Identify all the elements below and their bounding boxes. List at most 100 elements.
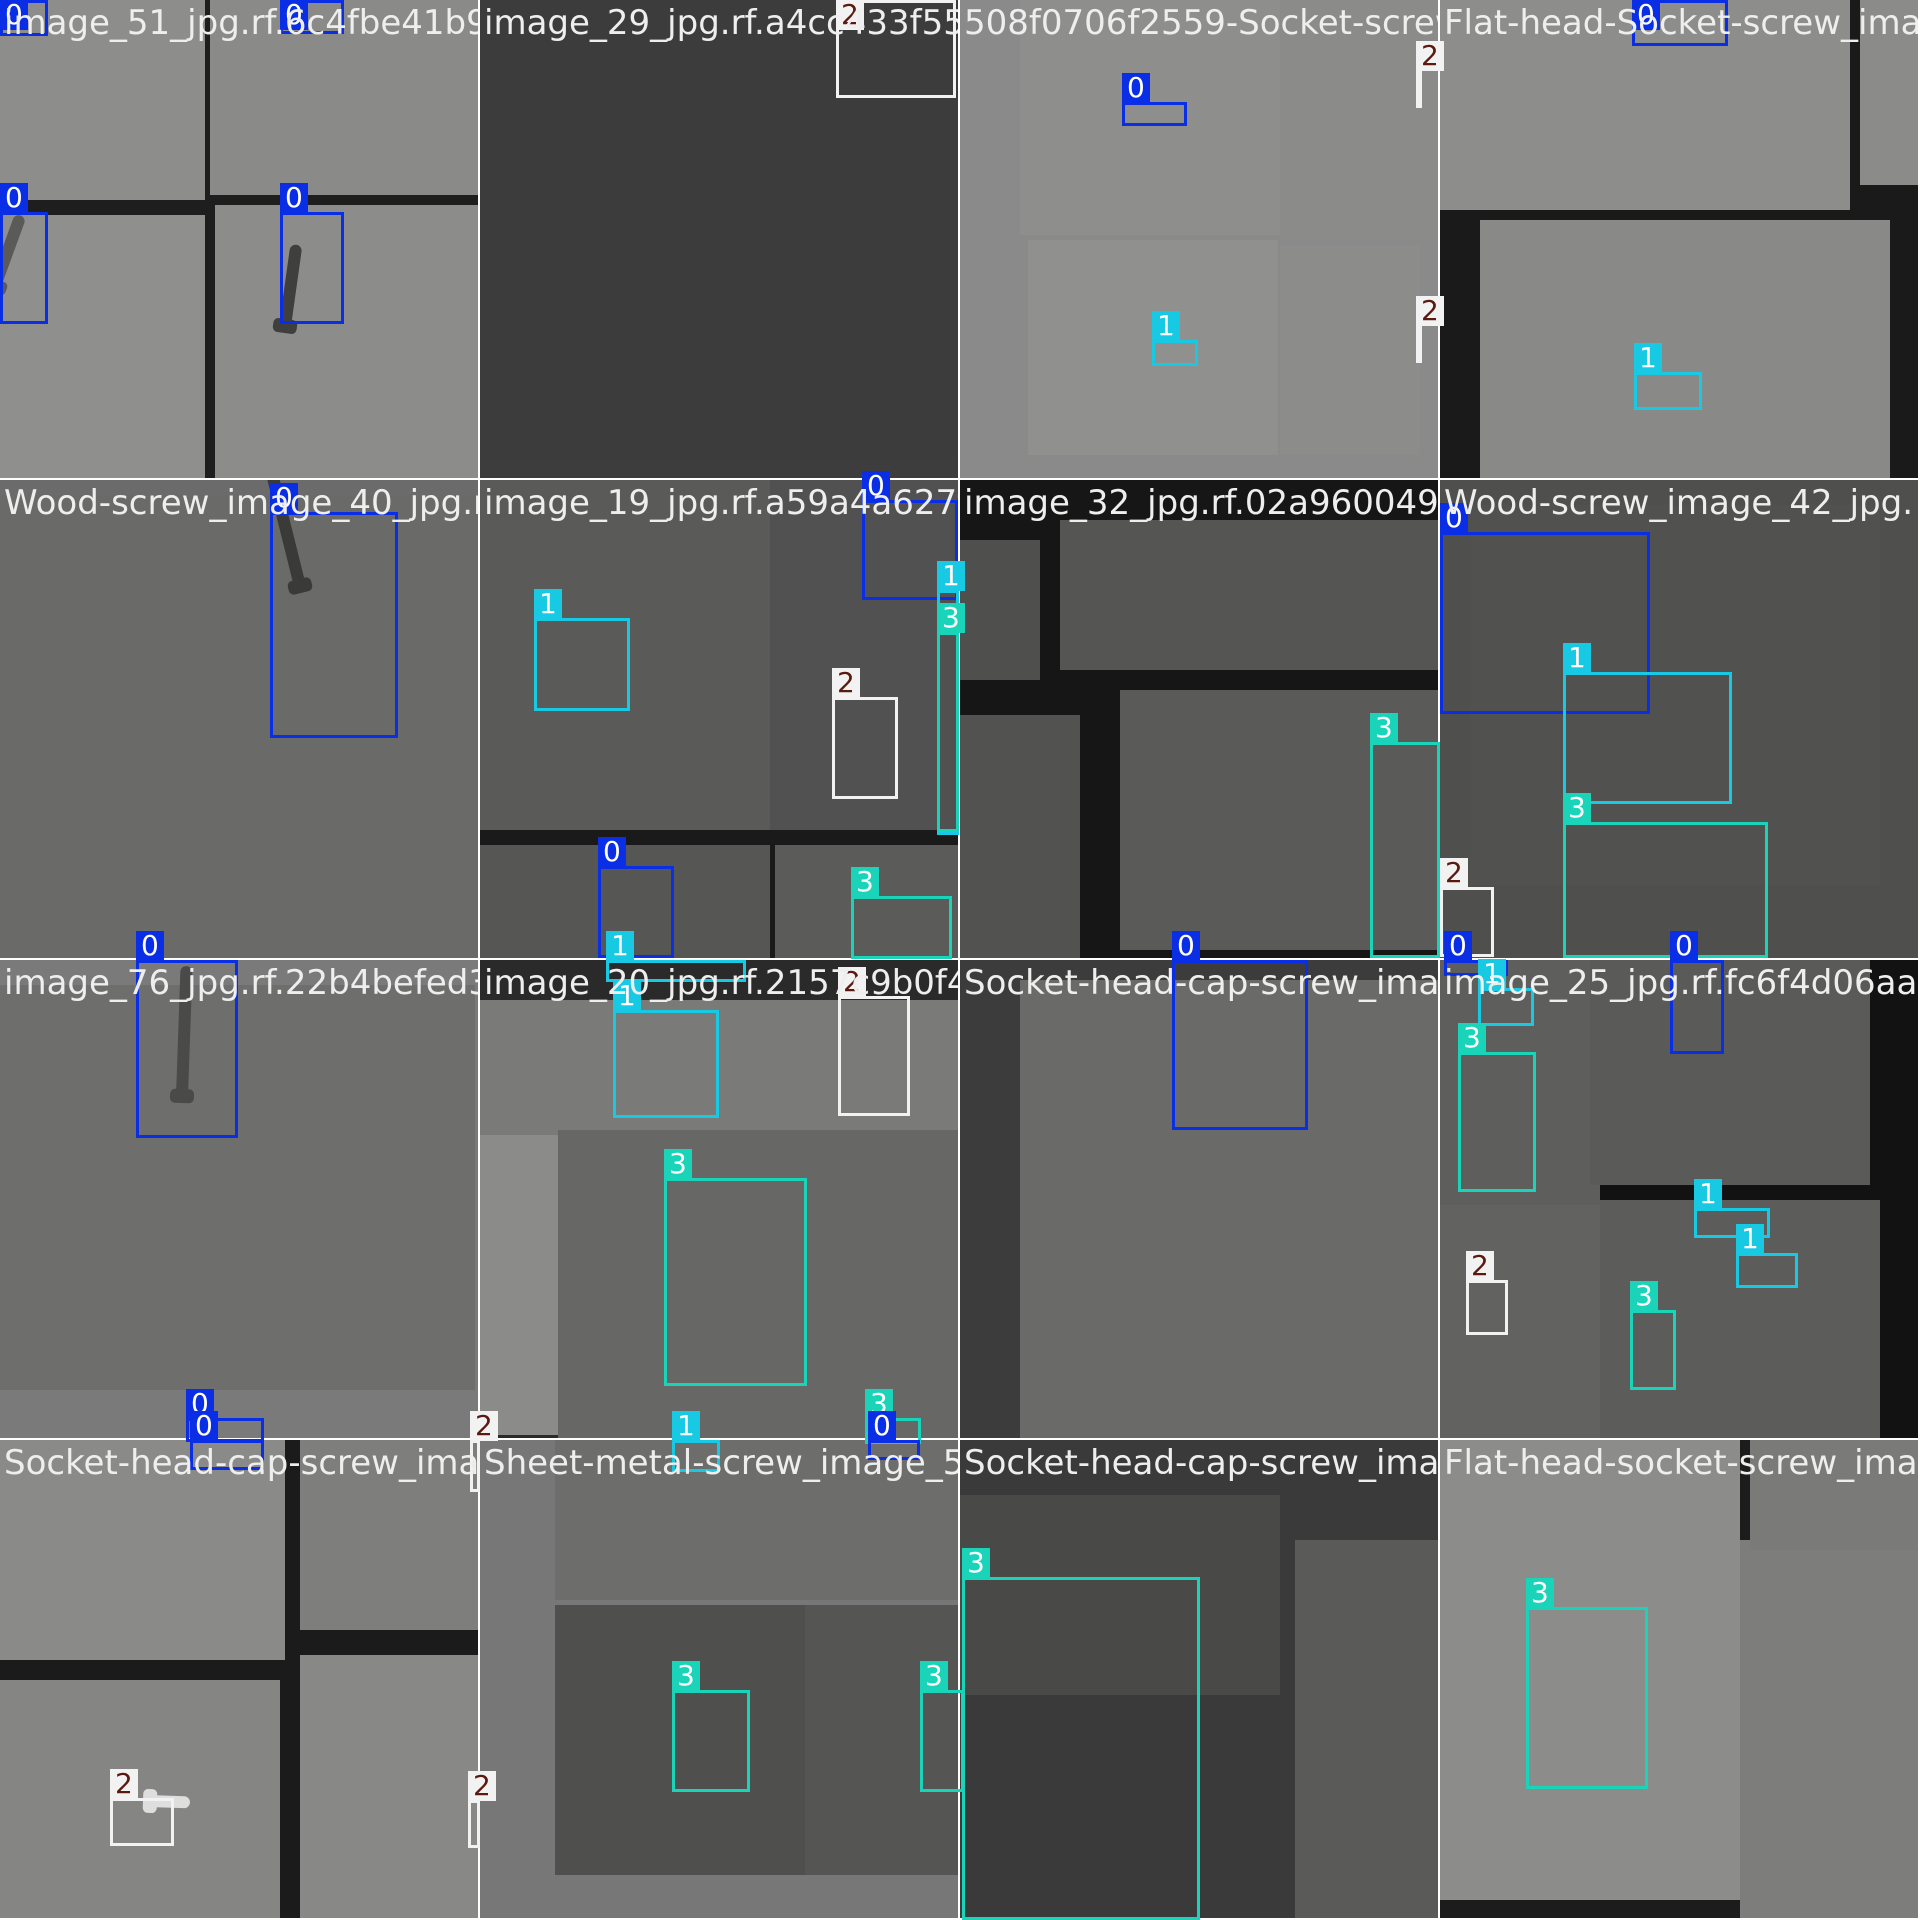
detection-box-class-0: 0 [1670, 931, 1724, 1054]
detection-box-class-0: 0 [1172, 931, 1308, 1130]
detection-box-class-1: 1 [672, 1411, 720, 1472]
mosaic-tile: Wood-screw_image_40_jpg.rf.a [0, 480, 478, 958]
detection-class-label: 2 [832, 668, 860, 698]
detection-box-class-3: 3 [1526, 1578, 1648, 1789]
detection-class-label: 0 [1440, 503, 1468, 533]
detection-class-label: 1 [672, 1411, 700, 1441]
paper-panel [1860, 0, 1918, 185]
detection-box-class-3: 3 [851, 867, 952, 959]
paper-panel [1750, 1440, 1918, 1550]
detection-class-label: 1 [606, 931, 634, 961]
detection-box-class-0: 0 [868, 1411, 920, 1460]
detection-class-label: 2 [1416, 41, 1444, 71]
detection-box-class-2: 2 [1416, 41, 1444, 108]
detection-class-label: 2 [836, 0, 864, 30]
detection-class-label: 1 [1152, 311, 1180, 341]
mosaic-tile: image_51_jpg.rf.6c4fbe41b988349629... [0, 0, 478, 478]
mosaic-tile: Wood-screw_image_42_jpg. [1440, 480, 1918, 958]
detection-box-class-1: 1 [1478, 959, 1534, 1026]
paper-panel [1280, 245, 1420, 455]
detection-class-label: 3 [1563, 793, 1591, 823]
tile-filename: Socket-head-cap-screw_image_ [964, 1443, 1438, 1483]
detection-box-class-0: 0 [598, 837, 674, 958]
detection-class-label: 3 [962, 1548, 990, 1578]
detection-box-class-2: 2 [470, 1411, 498, 1492]
detection-class-label: 2 [1466, 1251, 1494, 1281]
mosaic-tile: Socket-head-cap-screw_image_21_jpg.rf [960, 960, 1438, 1438]
detection-class-label: 0 [0, 183, 28, 213]
paper-panel [1590, 960, 1870, 1185]
paper-panel [1020, 0, 1280, 235]
detection-box-class-3: 3 [920, 1661, 964, 1792]
mosaic-tile: Sheet-metal-screw_image_55_jpg.rf.3c [480, 1440, 958, 1918]
paper-panel [210, 0, 478, 195]
paper-panel [1060, 520, 1438, 670]
detection-class-label: 0 [136, 931, 164, 961]
detection-class-label: 3 [1526, 1578, 1554, 1608]
paper-panel [480, 480, 770, 830]
detection-box-class-1: 1 [1694, 1179, 1770, 1238]
paper-panel [960, 540, 1040, 680]
detection-box-class-3: 3 [962, 1548, 1200, 1920]
paper-panel [1440, 1440, 1740, 1900]
detection-box-class-1: 1 [1634, 343, 1702, 410]
detection-class-label: 1 [1736, 1224, 1764, 1254]
detection-box-class-0: 0 [1440, 503, 1650, 714]
paper-panel [300, 1440, 478, 1630]
paper-panel [555, 1605, 805, 1875]
detection-box-class-0: 0 [0, 183, 48, 324]
detection-box-class-3: 3 [1370, 713, 1440, 958]
detection-class-label: 3 [664, 1149, 692, 1179]
paper-panel [1020, 980, 1438, 1438]
detection-class-label: 1 [937, 561, 965, 591]
detection-class-label: 0 [1632, 0, 1660, 30]
paper-panel [960, 715, 1080, 958]
detection-class-label: 3 [920, 1661, 948, 1691]
detection-box-class-3: 3 [937, 603, 965, 832]
detection-class-label: 3 [1630, 1281, 1658, 1311]
paper-panel [480, 0, 958, 458]
detection-box-class-0: 0 [190, 1411, 264, 1470]
paper-panel [960, 1495, 1280, 1695]
detection-class-label: 0 [280, 183, 308, 213]
detection-box-class-2: 2 [836, 0, 956, 98]
paper-panel [775, 845, 958, 958]
paper-panel [480, 1000, 958, 1135]
paper-panel [1295, 1540, 1438, 1918]
detection-class-label: 0 [270, 483, 298, 513]
detection-class-label: 0 [1172, 931, 1200, 961]
detection-class-label: 3 [851, 867, 879, 897]
detection-class-label: 0 [598, 837, 626, 867]
detection-class-label: 1 [1634, 343, 1662, 373]
paper-panel [1740, 1540, 1918, 1918]
detection-box-class-2: 2 [832, 668, 898, 799]
detection-box-class-1: 1 [1152, 311, 1198, 366]
paper-panel [1440, 1205, 1600, 1438]
mosaic-tile: Socket-head-cap-screw_image_30_jpg.rf [0, 1440, 478, 1918]
mosaic-tile: image_29_jpg.rf.a4cc433f555ade0ab0 [480, 0, 958, 478]
detection-box-class-3: 3 [1630, 1281, 1676, 1390]
detection-class-label: 2 [468, 1771, 496, 1801]
paper-panel [1440, 0, 1850, 210]
detection-box-class-0: 0 [1122, 73, 1187, 126]
paper-panel [300, 1655, 478, 1918]
paper-panel [0, 215, 205, 478]
detection-class-label: 3 [937, 603, 965, 633]
detection-class-label: 1 [1563, 643, 1591, 673]
mosaic-tile: 508f0706f2559-Socket-screw_image_4_jpg [960, 0, 1438, 478]
mosaic-tile: Flat-head-Socket-screw_ima [1440, 0, 1918, 478]
detection-class-label: 0 [190, 1411, 218, 1441]
detection-box-class-0: 0 [280, 183, 344, 324]
paper-panel [0, 495, 478, 958]
detection-class-label: 3 [1458, 1023, 1486, 1053]
detection-box-class-0: 0 [0, 0, 48, 36]
detection-box-class-3: 3 [664, 1149, 807, 1386]
detection-box-class-2: 2 [1416, 296, 1444, 363]
detection-box-class-2: 2 [110, 1769, 174, 1846]
detection-box-class-0: 0 [270, 483, 398, 738]
detection-class-label: 1 [534, 589, 562, 619]
detection-class-label: 0 [280, 0, 308, 30]
detection-class-label: 3 [672, 1661, 700, 1691]
detection-box-class-1: 1 [1563, 643, 1732, 804]
paper-panel [0, 1440, 285, 1660]
